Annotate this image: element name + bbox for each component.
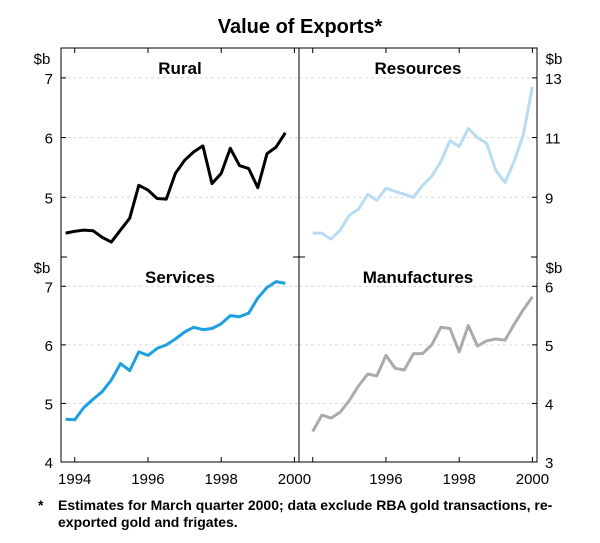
y-tick-label-manufactures: 4 — [545, 396, 553, 413]
chart-title: Value of Exports* — [218, 16, 383, 38]
y-tick-label-manufactures: 5 — [545, 338, 553, 355]
y-tick-label-resources: 9 — [545, 190, 553, 207]
y-tick-label-rural: 7 — [45, 71, 53, 88]
y-tick-label-manufactures: 6 — [545, 279, 553, 296]
series-line-services — [65, 280, 286, 422]
gridlines — [61, 77, 537, 404]
x-tick-label: 1994 — [58, 471, 91, 488]
y-tick-label-manufactures: 3 — [545, 455, 553, 472]
y-tick-label-rural: 5 — [45, 190, 53, 207]
x-tick-label: 1996 — [369, 471, 402, 488]
footnote-mark: * — [38, 497, 44, 513]
panel-title-services: Services — [145, 268, 215, 287]
y-tick-label-services: 5 — [45, 396, 53, 413]
panel-title-rural: Rural — [158, 59, 201, 78]
y-tick-label-services: 6 — [45, 338, 53, 355]
y-tick-label-services: 4 — [45, 455, 53, 472]
series-line-manufactures — [311, 295, 534, 433]
x-tick-label: 1998 — [443, 471, 476, 488]
unit-label: $b — [546, 51, 563, 68]
unit-label: $b — [546, 260, 563, 277]
y-tick-label-resources: 11 — [545, 131, 561, 148]
footnote-text: Estimates for March quarter 2000; data e… — [58, 497, 553, 530]
x-tick-label: 2000 — [516, 471, 549, 488]
panel-title-manufactures: Manufactures — [363, 268, 474, 287]
x-tick-label: 2000 — [278, 471, 311, 488]
series-line-resources — [312, 86, 534, 241]
y-tick-label-resources: 13 — [545, 71, 562, 88]
x-tick-label: 1998 — [205, 471, 238, 488]
y-tick-label-rural: 6 — [45, 131, 53, 148]
labels-layer: 5 6 7 Rural 9 11 13 Resources 4 5 6 7 Services 3 4 5 6 Ma… — [34, 48, 563, 488]
series-line-rural — [65, 131, 287, 244]
unit-label: $b — [34, 260, 51, 277]
panel-title-resources: Resources — [375, 59, 462, 78]
unit-label: $b — [34, 51, 51, 68]
x-tick-label: 1996 — [131, 471, 164, 488]
series-layer — [65, 86, 534, 433]
y-tick-label-services: 7 — [45, 279, 53, 296]
